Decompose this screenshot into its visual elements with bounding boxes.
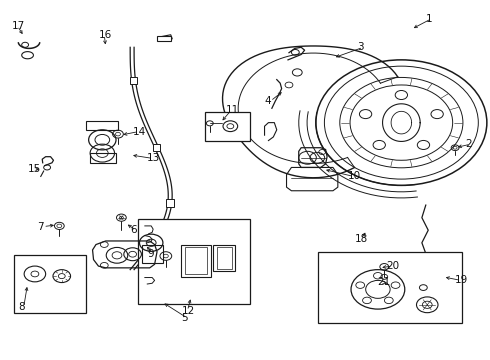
Text: 15: 15 — [27, 164, 41, 174]
Text: 5: 5 — [181, 313, 188, 323]
Text: 1: 1 — [426, 14, 432, 24]
Bar — [217, 247, 232, 269]
Text: 19: 19 — [455, 275, 468, 285]
Text: 6: 6 — [130, 225, 137, 235]
Text: 10: 10 — [347, 171, 361, 181]
Bar — [90, 153, 117, 163]
Text: 18: 18 — [355, 234, 368, 244]
Text: 3: 3 — [357, 42, 364, 52]
Text: 21: 21 — [377, 277, 390, 287]
Bar — [153, 144, 160, 151]
Bar — [159, 35, 172, 41]
Bar — [86, 121, 118, 130]
Bar — [157, 36, 171, 41]
Text: 8: 8 — [18, 302, 24, 312]
Bar — [205, 112, 250, 140]
Text: 17: 17 — [11, 21, 24, 31]
Bar — [143, 245, 163, 263]
Text: 4: 4 — [265, 96, 271, 106]
Bar — [213, 244, 235, 271]
Text: 16: 16 — [98, 30, 112, 40]
Text: 13: 13 — [147, 153, 161, 163]
Bar — [138, 220, 250, 304]
Text: 9: 9 — [147, 248, 154, 258]
Bar — [130, 77, 138, 84]
Bar — [181, 244, 211, 277]
Text: 7: 7 — [37, 222, 44, 231]
Text: 20: 20 — [387, 261, 400, 271]
Bar — [185, 247, 207, 274]
Text: 11: 11 — [225, 105, 239, 115]
Text: 14: 14 — [133, 127, 146, 136]
Bar — [166, 199, 173, 207]
Bar — [14, 255, 86, 313]
Bar — [318, 252, 463, 323]
Text: 2: 2 — [465, 139, 471, 149]
Text: 12: 12 — [181, 306, 195, 316]
